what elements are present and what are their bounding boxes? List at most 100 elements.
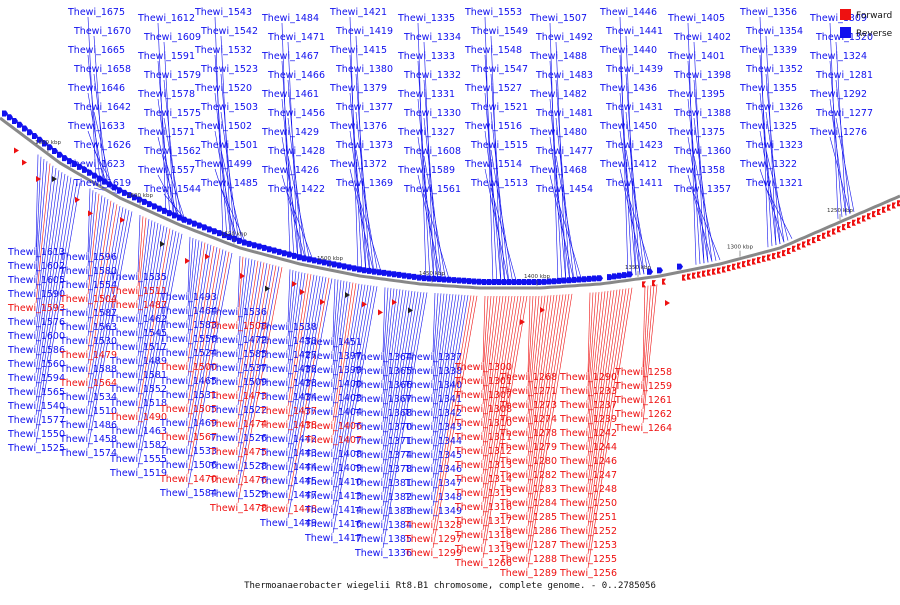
gene-arrow — [487, 279, 493, 285]
gene-arrow — [692, 272, 696, 279]
gene-arrow — [792, 245, 796, 252]
gene-arrow — [87, 169, 93, 176]
gene-arrow — [627, 271, 633, 278]
gene-label: Thewi_1279 — [499, 442, 557, 453]
gene-arrow — [707, 269, 711, 276]
gene-arrow — [612, 273, 618, 280]
gene-label: Thewi_1487 — [109, 300, 167, 311]
gene-arrow — [347, 264, 353, 271]
gene-arrow — [27, 129, 33, 136]
gene-arrow — [262, 244, 268, 251]
gene-label: Thewi_1578 — [137, 89, 195, 100]
gene-arrow — [642, 281, 646, 288]
label-leader-line — [237, 262, 265, 420]
gene-label: Thewi_1297 — [404, 534, 462, 545]
gene-label: Thewi_1555 — [109, 454, 167, 465]
gene-label: Thewi_1434 — [259, 392, 317, 403]
gene-label: Thewi_1543 — [194, 7, 252, 18]
gene-label: Thewi_1284 — [499, 498, 557, 509]
gene-label: Thewi_1321 — [745, 178, 803, 189]
label-leader-line — [432, 295, 475, 535]
gene-arrow — [467, 278, 473, 285]
gene-label: Thewi_1271 — [499, 386, 557, 397]
gene-label: Thewi_1367 — [354, 394, 412, 405]
gene-arrow — [807, 239, 811, 246]
label-leader-line — [287, 277, 327, 491]
gene-label: Thewi_1588 — [59, 364, 117, 375]
label-leader-line — [137, 221, 156, 343]
gene-label: Thewi_1492 — [535, 32, 593, 43]
label-leader-line — [484, 168, 510, 285]
label-leader-line — [137, 233, 183, 469]
label-leader-line — [382, 292, 428, 549]
gene-arrow — [227, 234, 233, 241]
gene-label: Thewi_1461 — [261, 89, 319, 100]
genome-caption: Thermoanaerobacter wiegelii Rt8.B1 chrom… — [244, 581, 656, 591]
label-leader-line — [587, 291, 606, 443]
label-leader-line — [87, 190, 94, 267]
label-leader-line — [287, 79, 303, 261]
gene-arrow — [82, 166, 88, 173]
label-leader-line — [687, 136, 709, 263]
label-leader-line — [829, 22, 839, 219]
label-leader-line — [759, 168, 785, 243]
gene-label: Thewi_1587 — [59, 308, 117, 319]
gene-arrow — [787, 247, 791, 254]
gene-arrow — [507, 279, 513, 285]
gene-label: Thewi_1285 — [499, 512, 557, 523]
label-leader-line — [35, 161, 48, 290]
gene-arrow — [732, 263, 736, 270]
gene-label: Thewi_1288 — [499, 554, 557, 565]
gene-arrow — [192, 220, 198, 227]
gene-arrow — [462, 277, 468, 284]
gene-arrow — [527, 279, 533, 285]
gene-arrow — [517, 279, 523, 285]
gene-label: Thewi_1484 — [261, 13, 319, 24]
gene-label: Thewi_1253 — [559, 540, 617, 551]
gene-label: Thewi_1345 — [404, 450, 462, 461]
label-leader-line — [35, 165, 54, 318]
gene-label: Thewi_1343 — [404, 422, 462, 433]
gene-arrow — [372, 268, 378, 275]
label-leader-line — [527, 295, 552, 471]
label-leader-line — [482, 295, 489, 377]
gene-arrow — [782, 250, 786, 257]
label-leader-line — [482, 295, 507, 461]
gene-arrow — [367, 267, 373, 274]
gene-label: Thewi_1417 — [304, 533, 362, 544]
gene-arrow — [132, 194, 138, 201]
gene-label: Thewi_1373 — [335, 140, 393, 151]
label-leader-line — [549, 98, 567, 283]
gene-label: Thewi_1515 — [470, 140, 528, 151]
gene-label: Thewi_1338 — [404, 366, 462, 377]
gene-arrow — [492, 279, 498, 285]
gene-arrow — [887, 204, 891, 211]
gene-label: Thewi_1565 — [7, 387, 65, 398]
label-leader-line — [35, 154, 39, 248]
gene-arrow — [737, 262, 741, 269]
label-leader-line — [87, 92, 105, 185]
label-leader-line — [287, 41, 299, 260]
gene-label: Thewi_1330 — [403, 108, 461, 119]
label-leader-line — [527, 294, 561, 513]
gene-arrow — [452, 277, 458, 284]
label-leader-line — [432, 293, 442, 381]
gene-label: Thewi_1416 — [304, 519, 362, 530]
label-leader-line — [527, 294, 558, 499]
gene-label: Thewi_1509 — [209, 377, 267, 388]
gene-label: Thewi_1571 — [137, 127, 195, 138]
gene-arrow — [702, 270, 706, 277]
gene-arrow — [222, 232, 228, 239]
gene-arrow — [497, 279, 503, 285]
gene-label: Thewi_1552 — [109, 384, 167, 395]
gene-label: Thewi_1278 — [499, 428, 557, 439]
gene-label: Thewi_1613 — [7, 247, 65, 258]
gene-label: Thewi_1280 — [499, 456, 557, 467]
gene-arrow — [827, 230, 831, 237]
gene-label: Thewi_1499 — [194, 159, 252, 170]
gene-label: Thewi_1371 — [354, 436, 412, 447]
label-leader-line — [482, 295, 528, 559]
label-leader-line — [187, 239, 197, 321]
gene-label: Thewi_1246 — [559, 456, 617, 467]
label-leader-line — [382, 290, 410, 465]
